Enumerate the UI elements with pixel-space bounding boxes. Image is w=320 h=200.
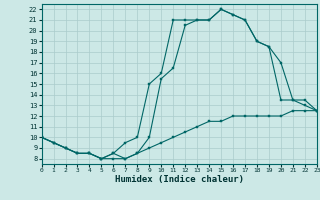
X-axis label: Humidex (Indice chaleur): Humidex (Indice chaleur) — [115, 175, 244, 184]
